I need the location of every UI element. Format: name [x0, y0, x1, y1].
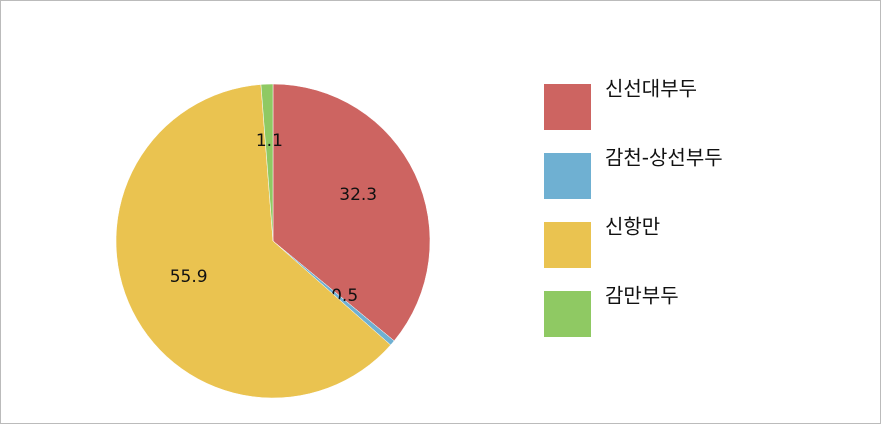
- legend-label: 감만부두: [605, 284, 679, 308]
- pie-slice: [272, 83, 431, 342]
- pie-slice: [260, 83, 274, 242]
- data-label: 1.1: [256, 131, 283, 151]
- pie-slice: [115, 84, 391, 399]
- data-label: 32.3: [339, 185, 377, 205]
- legend-label: 신선대부두: [605, 77, 697, 101]
- legend-swatch: [544, 84, 591, 130]
- legend-label: 신항만: [605, 215, 660, 239]
- legend-label: 감천-상선부두: [605, 146, 723, 170]
- legend-swatch: [544, 153, 591, 199]
- legend-swatch: [544, 291, 591, 337]
- data-label: 55.9: [170, 267, 208, 287]
- legend-swatch: [544, 222, 591, 268]
